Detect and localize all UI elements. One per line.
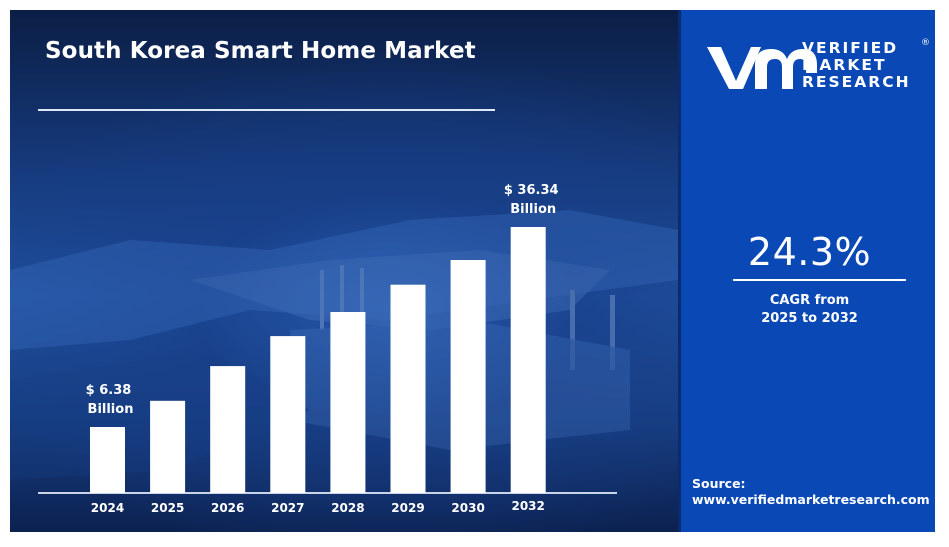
source-note: Source: www.verifiedmarketresearch.com [692,476,930,508]
chart-title: South Korea Smart Home Market [45,38,476,64]
chart-panel: South Korea Smart Home Market 2024 2025 20… [10,10,678,532]
registered-mark: ® [921,38,930,48]
cagr-label: CAGR from 2025 to 2032 [681,292,935,328]
data-label-2024-value: $ 6.38 [86,383,132,398]
bar-2026 [210,366,246,493]
summary-panel: VERIFIED MARKET RESEARCH ® 24.3% CAGR fr… [678,10,935,532]
brand-line-2: MARKET [802,56,887,74]
bar-2025 [150,400,186,493]
data-label-2032-value: $ 36.34 [504,183,559,198]
bars-layer [90,227,546,493]
bar-chart: 2024 2025 2026 2027 2028 2029 2030 2032 $ 6.38 B… [38,183,617,515]
data-label-2024-unit: Billion [88,402,134,417]
x-tick-labels: 2024 2025 2026 2027 2028 2029 2030 2032 [91,499,545,515]
cagr-label-line-1: CAGR from [769,293,850,308]
bar-2029 [390,284,426,493]
bar-2030 [450,260,486,493]
x-tick-label-2024: 2024 [91,501,124,515]
data-label-2032-unit: Billion [510,202,556,217]
bar-2028 [330,312,366,493]
vmr-logo-icon [707,47,817,89]
cagr-label-line-2: 2025 to 2032 [761,311,858,326]
brand-name: VERIFIED MARKET RESEARCH [802,40,911,91]
bar-2027 [270,336,306,493]
infographic-frame: South Korea Smart Home Market 2024 2025 20… [10,10,935,532]
brand-line-1: VERIFIED [802,39,899,57]
cagr-value: 24.3% [747,230,872,274]
source-url[interactable]: www.verifiedmarketresearch.com [692,492,930,507]
bar-2024 [90,427,125,493]
cagr-divider [733,279,906,281]
x-tick-label-2030: 2030 [451,501,484,515]
data-annotations: $ 6.38 Billion $ 36.34 Billion [86,183,559,417]
x-tick-label-2029: 2029 [391,501,424,515]
x-tick-label-2025: 2025 [151,501,184,515]
x-tick-label-2027: 2027 [271,501,304,515]
source-label: Source: [692,476,746,491]
bar-2032 [510,227,546,493]
x-tick-label-2032: 2032 [511,499,544,513]
x-tick-label-2026: 2026 [211,501,244,515]
title-underline [38,109,495,111]
brand-line-3: RESEARCH [802,73,911,91]
x-tick-label-2028: 2028 [331,501,364,515]
